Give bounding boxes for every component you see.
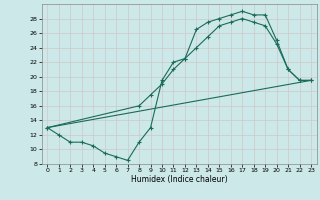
X-axis label: Humidex (Indice chaleur): Humidex (Indice chaleur) <box>131 175 228 184</box>
